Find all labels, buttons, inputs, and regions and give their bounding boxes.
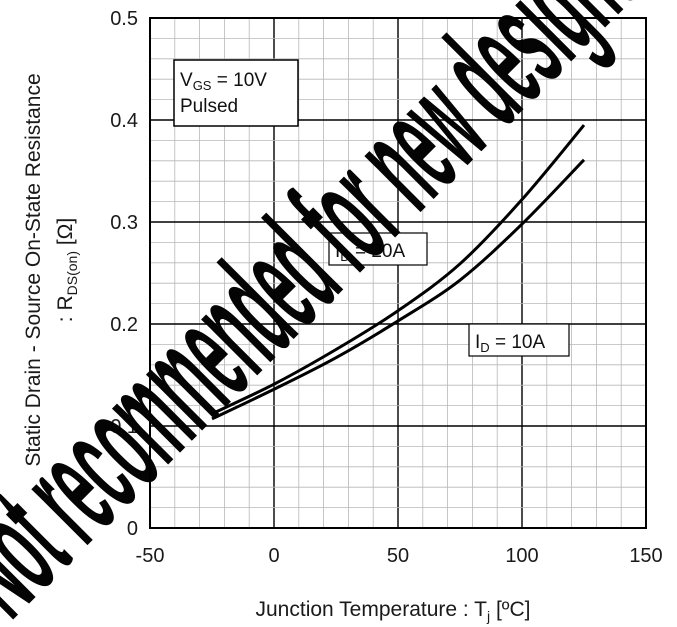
- y-tick-label: 0.1: [110, 416, 138, 438]
- tick-labels: -50 0 50 100 150 0 0.1 0.2 0.3 0.4 0.5: [110, 8, 663, 567]
- y-tick-label: 0.3: [110, 212, 138, 234]
- y-axis-label-line1: Static Drain - Source On-State Resistanc…: [22, 73, 45, 466]
- svg-text:ID = 10A: ID = 10A: [475, 332, 545, 355]
- curves: [211, 124, 586, 421]
- y-tick-label: 0.2: [110, 314, 138, 336]
- series-label-20a: ID = 20A: [328, 232, 428, 266]
- svg-text:ID = 20A: ID = 20A: [335, 241, 405, 264]
- y-tick-label: 0.5: [110, 8, 138, 30]
- y-axis-label-line2: : RDS(on) [Ω]: [54, 218, 80, 322]
- plot-frame: [149, 17, 647, 529]
- x-tick-label: 50: [387, 545, 409, 567]
- series-line-20a: [211, 124, 586, 416]
- x-tick-label: 150: [629, 545, 662, 567]
- x-tick-label: -50: [136, 545, 165, 567]
- x-tick-label: 100: [505, 545, 538, 567]
- y-tick-label: 0.4: [110, 110, 138, 132]
- x-tick-label: 0: [268, 545, 279, 567]
- x-axis-label: Junction Temperature : Tj [ºC]: [256, 598, 531, 624]
- series-line-10a: [211, 158, 586, 421]
- conditions-box: VGS = 10V Pulsed: [173, 59, 299, 127]
- series-label-10a: ID = 10A: [468, 323, 570, 357]
- y-tick-label: 0: [127, 518, 138, 540]
- conditions-line1: VGS = 10V: [180, 70, 267, 93]
- conditions-line2: Pulsed: [180, 96, 238, 117]
